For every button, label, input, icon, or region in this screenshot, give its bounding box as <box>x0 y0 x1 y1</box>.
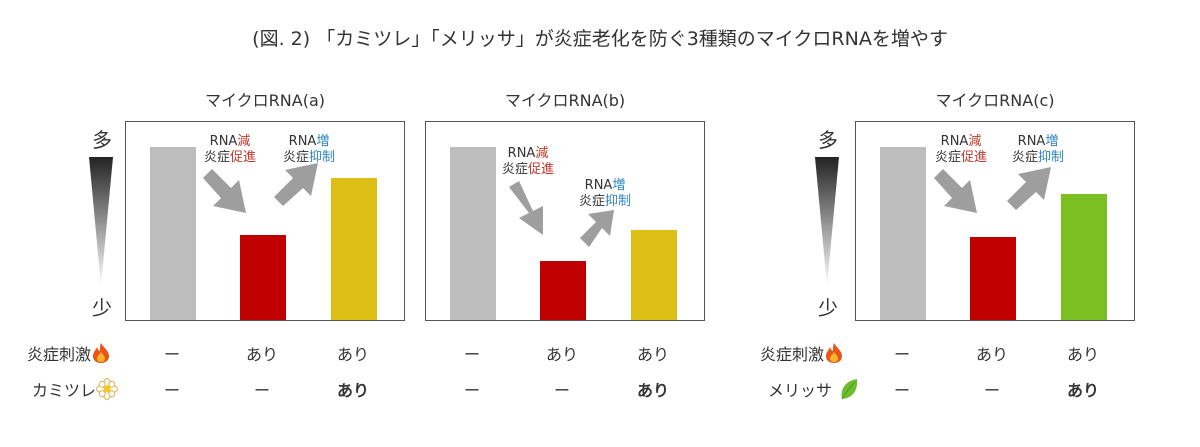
condition-cell: あり <box>336 345 369 364</box>
annotation-up-c: RNA増 炎症抑制 <box>1012 134 1065 165</box>
fire-icon <box>93 343 110 363</box>
condition-cell: ー <box>463 381 480 400</box>
condition-cell: ー <box>463 345 480 364</box>
condition-cell: ー <box>253 381 270 400</box>
condition-cell: ー <box>983 381 1000 400</box>
scale-gradient-right <box>815 157 839 286</box>
condition-cell: あり <box>245 345 278 364</box>
panel-c-frame <box>855 121 1135 321</box>
annotation-down-a: RNA減 炎症促進 <box>204 134 257 165</box>
row-label-chamomile: カミツレ <box>32 377 119 401</box>
panel-a-title: マイクロRNA(a) <box>204 91 325 110</box>
row-label-stimulus-left: 炎症刺激 <box>27 341 111 365</box>
arrow-down-c <box>934 169 977 213</box>
condition-cell: あり <box>336 381 369 400</box>
bar-a-stimulus <box>240 235 286 320</box>
leaf-icon <box>841 379 858 400</box>
annotation-down-b: RNA減 炎症促進 <box>502 146 555 177</box>
chart-title: (図. 2) 「カミツレ」「メリッサ」が炎症老化を防ぐ3種類のマイクロRNAを増… <box>252 28 948 50</box>
bar-a-control <box>150 147 196 320</box>
condition-cell: あり <box>1066 381 1099 400</box>
scale-low-label-left: 少 <box>92 296 112 320</box>
bar-b-chamomile <box>631 230 677 320</box>
row-label-stimulus-right: 炎症刺激 <box>760 341 844 365</box>
bar-c-stimulus <box>970 237 1016 320</box>
condition-cell: ー <box>893 381 910 400</box>
condition-cell: ー <box>163 345 180 364</box>
annotation-up-b: RNA増 炎症抑制 <box>579 178 632 209</box>
row-label-melissa: メリッサ <box>768 377 860 401</box>
arrow-up-c <box>1007 167 1051 210</box>
panel-c-title: マイクロRNA(c) <box>935 91 1055 110</box>
scale-gradient-left <box>89 157 113 286</box>
arrow-down-b <box>509 181 543 235</box>
fire-icon <box>826 343 843 363</box>
condition-cell: あり <box>975 345 1008 364</box>
arrow-up-a <box>274 163 318 206</box>
arrow-up-b <box>580 210 614 247</box>
arrow-down-a <box>203 169 246 213</box>
condition-cell: あり <box>636 381 669 400</box>
condition-cell: ー <box>553 381 570 400</box>
bar-b-control <box>450 147 496 320</box>
bar-c-control <box>880 147 926 320</box>
condition-cell: あり <box>1066 345 1099 364</box>
condition-cell: あり <box>636 345 669 364</box>
condition-cell: あり <box>545 345 578 364</box>
bar-b-stimulus <box>540 261 586 320</box>
panel-b-frame <box>425 121 705 321</box>
scale-low-label-right: 少 <box>818 296 838 320</box>
scale-high-label-left: 多 <box>92 128 112 152</box>
panel-a-frame <box>125 121 405 321</box>
scale-high-label-right: 多 <box>818 128 838 152</box>
bar-a-chamomile <box>331 178 377 320</box>
condition-cell: ー <box>893 345 910 364</box>
panel-b-title: マイクロRNA(b) <box>504 91 626 110</box>
bar-c-melissa <box>1061 194 1107 320</box>
annotation-down-c: RNA減 炎症促進 <box>935 134 988 165</box>
annotation-up-a: RNA増 炎症抑制 <box>283 134 336 165</box>
chamomile-flower-icon <box>96 378 119 400</box>
condition-cell: ー <box>163 381 180 400</box>
